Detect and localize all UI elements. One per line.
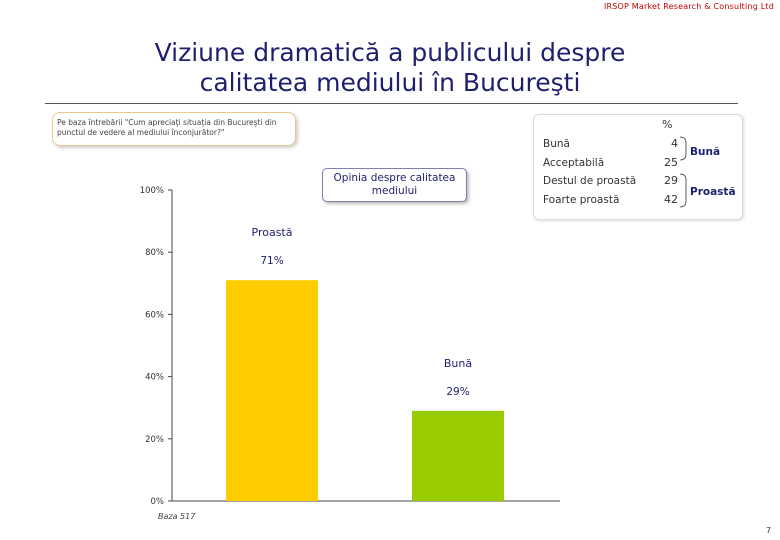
chart-callout: Opinia despre calitatea mediului [322, 168, 467, 202]
legend-unit: % [662, 118, 673, 131]
y-tick-label: 40% [145, 373, 164, 383]
y-tick-label: 60% [145, 310, 164, 320]
legend-value-destul-de-proasta: 29 [664, 174, 678, 187]
data-label: 71% [260, 255, 283, 267]
y-tick-label: 20% [145, 435, 164, 445]
title-line-2: calitatea mediului în Bucureşti [199, 68, 581, 97]
legend-value-buna: 4 [671, 137, 678, 150]
category-label: Proastă [252, 226, 293, 239]
title-line-1: Viziune dramatică a publicului despre [154, 38, 626, 67]
callout-line-2: mediului [371, 185, 418, 197]
page-number: 7 [766, 526, 772, 535]
category-label: Bună [444, 357, 472, 370]
legend-label-buna: Bună [543, 138, 570, 150]
y-tick-label: 0% [151, 497, 165, 507]
legend-value-foarte-proasta: 42 [664, 193, 678, 206]
legend-label-destul-de-proasta: Destul de proastă [543, 175, 637, 187]
legend-group-proasta: Proastă [690, 186, 736, 198]
company-name: IRSOP Market Research & Consulting Ltd [603, 2, 774, 11]
bar-buna [412, 410, 504, 501]
legend-label-foarte-proasta: Foarte proastă [543, 194, 620, 206]
bracket-bad-icon [679, 173, 687, 208]
callout-line-1: Opinia despre calitatea [333, 172, 456, 184]
legend-value-acceptabila: 25 [664, 156, 678, 169]
title-divider [45, 103, 738, 104]
bracket-good-icon [679, 136, 687, 161]
page-title: Viziune dramatică a publicului despre ca… [40, 38, 740, 98]
legend-table-box [533, 114, 743, 220]
y-tick-label: 100% [140, 186, 164, 196]
bar-proasta [226, 280, 318, 501]
question-note: Pe baza întrebării "Cum apreciaţi situaţ… [52, 112, 296, 146]
legend-label-acceptabila: Acceptabilă [543, 157, 605, 169]
legend-group-buna: Bună [690, 146, 721, 158]
plot-area: 0% 20% 40% 60% 80% 100% Proastă 71% Bună 29% [140, 186, 560, 507]
data-label: 29% [446, 386, 469, 398]
sample-base: Baza 517 [158, 512, 196, 521]
y-tick-label: 80% [145, 248, 164, 258]
